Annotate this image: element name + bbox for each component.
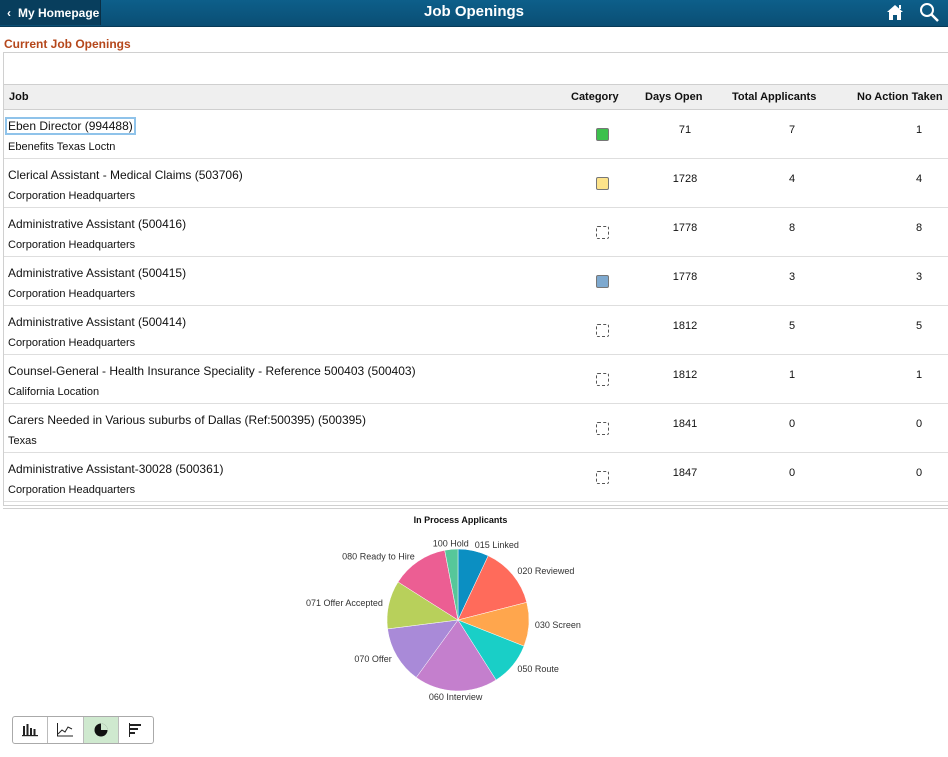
category-indicator-icon [596,422,609,435]
job-location: Ebenefits Texas Loctn [8,141,116,153]
no-action-value: 5 [915,320,923,332]
total-applicants-value: 3 [788,271,796,283]
total-applicants-value: 1 [788,369,796,381]
category-indicator-icon [596,128,609,141]
pie-slice[interactable] [444,548,459,621]
table-row[interactable]: Carers Needed in Various suburbs of Dall… [4,403,948,453]
table-row[interactable]: Administrative Assistant (500416) Corpora… [4,207,948,257]
no-action-value: 0 [915,418,923,430]
back-button-label: My Homepage [18,5,100,20]
section-title: Current Job Openings [4,37,131,51]
job-title-link[interactable]: Administrative Assistant (500414) [8,315,187,329]
pie-slice-label: 030 Screen [535,620,581,630]
days-open-value: 71 [678,124,692,136]
table-row[interactable]: Counsel-General - Health Insurance Speci… [4,354,948,404]
col-header-days-open[interactable]: Days Open [645,91,703,103]
pie-chart: 015 Linked 020 Reviewed 030 Screen 050 Rout… [306,538,581,702]
category-indicator-icon [596,226,609,239]
chart-panel: In Process Applicants 015 Linked 020 Revi… [3,508,948,757]
pie-slice-label: 060 Interview [429,692,483,702]
table-row[interactable]: Eben Director (994488) Ebenefits Texas Lo… [4,109,948,159]
no-action-value: 1 [915,369,923,381]
pie-slice-label: 020 Reviewed [517,566,574,576]
col-header-total-applicants[interactable]: Total Applicants [732,91,817,103]
chart-type-toolbar [12,716,154,744]
pie-slice-label: 070 Offer [354,654,391,664]
job-title-link[interactable]: Clerical Assistant - Medical Claims (503… [8,168,243,182]
no-action-value: 0 [915,467,923,479]
total-applicants-value: 4 [788,173,796,185]
days-open-value: 1812 [672,320,698,332]
pie-slice[interactable] [387,619,459,678]
days-open-value: 1812 [672,369,698,381]
job-title-link[interactable]: Counsel-General - Health Insurance Speci… [8,364,416,378]
days-open-value: 1728 [672,173,698,185]
col-header-no-action[interactable]: No Action Taken [857,91,943,103]
category-indicator-icon [596,275,609,288]
pie-slice-label: 050 Route [517,664,559,674]
bar-chart-icon [22,724,39,737]
total-applicants-value: 0 [788,418,796,430]
line-chart-icon [57,723,74,737]
job-location: Corporation Headquarters [8,337,136,349]
no-action-value: 8 [915,222,923,234]
job-location: California Location [8,386,100,398]
days-open-value: 1847 [672,467,698,479]
job-title-link[interactable]: Eben Director (994488) [5,117,136,135]
job-title-link[interactable]: Administrative Assistant (500415) [8,266,187,280]
horizontal-bar-chart-icon [128,723,141,737]
category-indicator-icon [596,471,609,484]
table-row[interactable]: Administrative Assistant-30028 (500361) C… [4,452,948,502]
pie-slice[interactable] [457,555,528,621]
job-title-link[interactable]: Administrative Assistant-30028 (500361) [8,462,224,476]
job-location: Corporation Headquarters [8,190,136,202]
job-location: Corporation Headquarters [8,288,136,300]
total-applicants-value: 7 [788,124,796,136]
category-indicator-icon [596,324,609,337]
bar-chart-button[interactable] [13,717,49,743]
chart-title: In Process Applicants [413,515,508,525]
job-location: Texas [8,435,37,447]
grid-header-row: Job Category Days Open Total Applicants … [4,84,948,110]
pie-chart-button[interactable] [83,717,119,743]
job-location: Corporation Headquarters [8,239,136,251]
line-chart-button[interactable] [48,717,84,743]
page-title: Job Openings [423,3,524,20]
job-openings-grid: Job Category Days Open Total Applicants … [3,52,948,506]
job-location: Corporation Headquarters [8,484,136,496]
job-title-link[interactable]: Carers Needed in Various suburbs of Dall… [8,413,366,427]
pie-chart-icon [94,723,108,737]
home-icon[interactable] [884,1,906,23]
table-row[interactable]: Administrative Assistant (500415) Corpora… [4,256,948,306]
job-title-link[interactable]: Administrative Assistant (500416) [8,217,187,231]
top-bar: ‹ My Homepage Job Openings [0,0,948,27]
pie-slice[interactable] [415,619,497,692]
pie-slice-label: 015 Linked [475,540,519,550]
search-icon[interactable] [918,1,940,23]
back-button[interactable]: ‹ My Homepage [0,0,101,25]
col-header-job[interactable]: Job [9,91,29,103]
days-open-value: 1778 [672,222,698,234]
table-row[interactable]: Clerical Assistant - Medical Claims (503… [4,158,948,208]
col-header-category[interactable]: Category [571,91,619,103]
category-indicator-icon [596,373,609,386]
total-applicants-value: 8 [788,222,796,234]
category-indicator-icon [596,177,609,190]
no-action-value: 4 [915,173,923,185]
no-action-value: 3 [915,271,923,283]
total-applicants-value: 0 [788,467,796,479]
days-open-value: 1841 [672,418,698,430]
no-action-value: 1 [915,124,923,136]
total-applicants-value: 5 [788,320,796,332]
pie-slice-label: 100 Hold [433,538,469,548]
chevron-left-icon: ‹ [7,5,11,20]
table-row[interactable]: Administrative Assistant (500414) Corpora… [4,305,948,355]
pie-slice[interactable] [397,549,459,621]
pie-slice-label: 071 Offer Accepted [306,598,383,608]
horizontal-bar-chart-button[interactable] [119,717,153,743]
days-open-value: 1778 [672,271,698,283]
pie-slice-label: 080 Ready to Hire [342,551,415,561]
